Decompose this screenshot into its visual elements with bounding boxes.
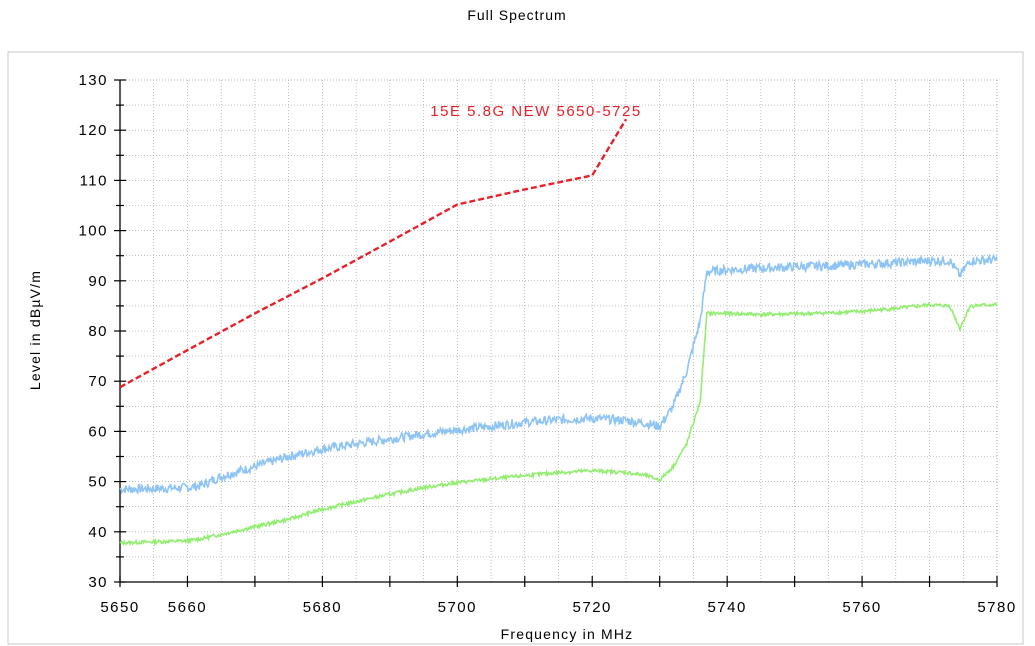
y-axis-title: Level in dBµV/m xyxy=(27,270,43,390)
y-tick-label: 130 xyxy=(78,72,108,89)
x-tick-label: 5660 xyxy=(168,599,207,616)
limit-line-label: 15E 5.8G NEW 5650-5725 xyxy=(430,103,641,120)
grid xyxy=(119,79,998,583)
y-tick-label: 40 xyxy=(88,524,108,541)
series-line-avg xyxy=(119,301,998,547)
axes: 30 40 50 60 70 80 90 100 110 120 130 5650 5660 5680 57… xyxy=(78,72,1016,616)
y-tick-label: 80 xyxy=(88,323,108,340)
x-axis-title: Frequency in MHz xyxy=(501,626,634,642)
y-tick-label: 30 xyxy=(88,574,108,591)
series-group xyxy=(119,118,998,547)
y-tick-label: 50 xyxy=(88,474,108,491)
series-line-peak xyxy=(119,253,998,496)
x-tick-label: 5650 xyxy=(100,599,139,616)
y-tick-label: 70 xyxy=(88,373,108,390)
y-tick-label: 90 xyxy=(88,273,108,290)
series-line-limit xyxy=(119,118,628,389)
x-tick-label: 5760 xyxy=(842,599,881,616)
chart-frame xyxy=(7,51,1024,645)
y-tick-label: 100 xyxy=(78,223,108,240)
x-tick-label: 5740 xyxy=(707,599,746,616)
x-tick-label: 5680 xyxy=(303,599,342,616)
y-tick-label: 60 xyxy=(88,423,108,440)
x-tick-label: 5700 xyxy=(438,599,477,616)
x-tick-label: 5720 xyxy=(573,599,612,616)
y-tick-label: 110 xyxy=(80,172,108,189)
chart-title: Full Spectrum xyxy=(467,7,566,23)
x-tick-label: 5780 xyxy=(977,599,1016,616)
y-tick-label: 120 xyxy=(78,122,108,139)
